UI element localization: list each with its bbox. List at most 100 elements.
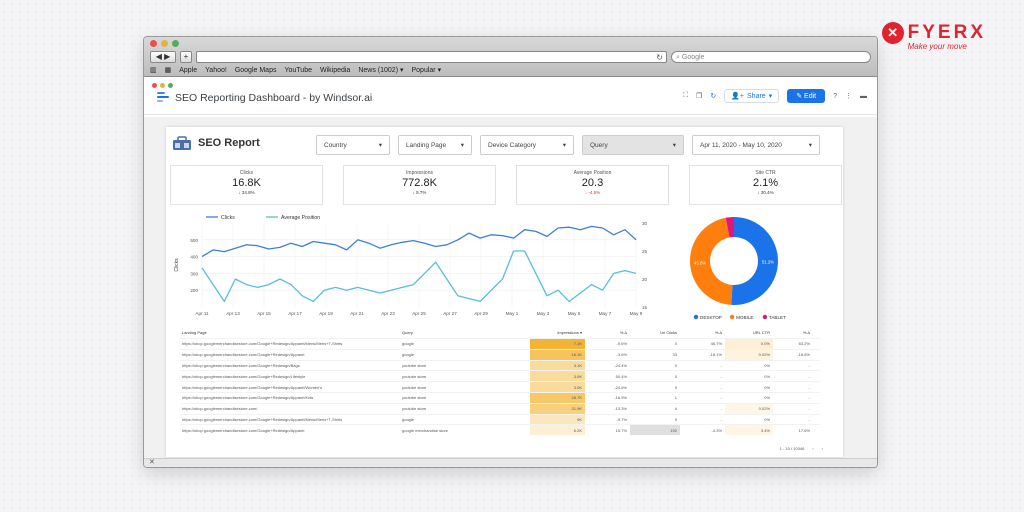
legend-label: MOBILE [736, 315, 753, 320]
cell-impressions-delta: -16.9% [614, 395, 627, 401]
app-dot-green [168, 83, 173, 88]
bookmark-popular[interactable]: Popular ▾ [411, 67, 442, 74]
col-url-ctr[interactable]: URL CTR [752, 330, 770, 335]
help-icon[interactable]: ? [833, 92, 837, 100]
cell-url-ctr: 0% [764, 384, 770, 390]
cell-landing-page: https://shop.googlemerchandisestore.com/… [182, 427, 305, 433]
table-row[interactable]: https://shop.googlemerchandisestore.com/… [180, 402, 820, 414]
col-query[interactable]: Query [402, 330, 413, 335]
bookmark-yahoo[interactable]: Yahoo! [205, 66, 227, 74]
bookmark-news[interactable]: News (1002) ▾ [358, 67, 404, 74]
cell-impressions: 9K [530, 414, 585, 425]
slice-label: 51.2% [762, 260, 774, 265]
search-placeholder: Google [681, 54, 705, 61]
table-pagination: 1 - 10 / 10346 ‹ › [780, 446, 823, 451]
query-filter[interactable]: Query ▾ [582, 135, 684, 155]
col-ctr-delta[interactable]: % Δ [802, 330, 810, 335]
table-row[interactable]: https://shop.googlemerchandisestore.com/… [180, 348, 820, 360]
reload-icon[interactable]: ↻ [656, 53, 663, 62]
cell-impressions-delta: -3.6% [616, 352, 627, 358]
maximize-window-button[interactable] [172, 40, 179, 47]
cell-impressions-delta: -24.4% [614, 362, 627, 368]
bookmark-google-maps[interactable]: Google Maps [234, 66, 277, 74]
x-tick-label: May 1 [506, 311, 519, 316]
prev-page-icon[interactable]: ‹ [812, 446, 814, 451]
apps-icon[interactable]: ▬ [860, 92, 867, 100]
refresh-icon[interactable]: ↻ [710, 93, 717, 100]
kpi-value: 20.3 [581, 177, 604, 189]
table-row[interactable]: https://shop.googlemerchandisestore.com/… [180, 381, 820, 392]
legend-dot [729, 314, 735, 320]
donut-slice-desktop [731, 217, 778, 305]
cell-clicks-delta: - [720, 373, 722, 379]
edit-button[interactable]: ✎ Edit [787, 89, 826, 103]
close-icon[interactable]: ✕ [149, 459, 155, 466]
cell-clicks-delta: 46.7% [710, 341, 722, 347]
cell-ctr-delta: - [808, 373, 810, 379]
cell-query: google [402, 341, 415, 347]
table-row[interactable]: https://shop.googlemerchandisestore.com/… [180, 413, 820, 425]
cell-query: google merchandise store [402, 427, 449, 433]
cell-impressions: 21.9K [530, 403, 585, 414]
table-row[interactable]: https://shop.googlemerchandisestore.com/… [180, 424, 820, 436]
device-donut-chart: 51.2% 45.8% DESKTOP MOBILE TABLET [690, 217, 786, 320]
cell-clicks-delta: - [720, 395, 722, 401]
back-forward-buttons[interactable]: ◀ ▶ [150, 51, 176, 63]
col-impressions[interactable]: Impressions ▾ [557, 330, 582, 335]
cell-impressions-delta: -24.6% [614, 384, 627, 390]
cell-url-clicks: 0 [674, 362, 677, 368]
bookmark-youtube[interactable]: YouTube [284, 66, 312, 74]
browser-chrome: ◀ ▶ + ↻ ⌕ Google ▥ ▦ Apple Yahoo! Google… [144, 37, 877, 77]
y-right-tick-label: 15 [642, 305, 648, 310]
address-bar[interactable]: ↻ [196, 51, 667, 63]
cell-impressions: 16.1K [530, 349, 585, 360]
cell-ctr-delta: - [808, 362, 810, 368]
more-options-icon[interactable]: ⋮ [845, 93, 852, 100]
col-landing-page[interactable]: Landing Page [182, 330, 207, 335]
cell-url-ctr: 0% [764, 362, 770, 368]
legend-dot [762, 314, 768, 320]
date-range-picker[interactable]: Apr 11, 2020 - May 10, 2020 ▾ [692, 135, 820, 155]
cell-query: google [402, 352, 415, 358]
y-right-tick-label: 30 [642, 221, 648, 226]
col-clicks-delta[interactable]: % Δ [714, 330, 722, 335]
col-url-clicks[interactable]: Url Clicks [660, 330, 677, 335]
fullscreen-icon[interactable]: ⛶ [683, 92, 689, 99]
share-button[interactable]: 👤+ Share ▾ [724, 89, 780, 103]
next-page-icon[interactable]: › [821, 446, 823, 451]
cell-ctr-delta: - [808, 416, 810, 422]
bookmarks-bar: ▥ ▦ Apple Yahoo! Google Maps YouTube Wik… [150, 66, 442, 75]
table-row[interactable]: https://shop.googlemerchandisestore.com/… [180, 370, 820, 382]
x-tick-label: Apr 21 [350, 311, 364, 316]
device-category-filter[interactable]: Device Category ▾ [480, 135, 574, 155]
kpi-delta: ↓ 34.8% [238, 190, 255, 195]
col-impressions-delta[interactable]: % Δ [619, 330, 627, 335]
copy-icon[interactable]: ❐ [696, 93, 703, 100]
share-label: Share [747, 92, 766, 100]
report-title: SEO Report [198, 137, 260, 149]
new-tab-button[interactable]: + [180, 51, 192, 63]
x-tick-label: Apr 19 [319, 311, 333, 316]
filter-label: Country [324, 141, 347, 149]
table-row[interactable]: https://shop.googlemerchandisestore.com/… [180, 391, 820, 403]
bookmark-apple[interactable]: Apple [179, 66, 198, 74]
grid-icon[interactable]: ▦ [164, 67, 172, 74]
kpi-label: Site CTR [755, 170, 776, 176]
bookmark-wikipedia[interactable]: Wikipedia [319, 66, 351, 74]
bookmarks-icon[interactable]: ▥ [150, 67, 157, 74]
brand-tagline: Make your move [907, 42, 967, 51]
country-filter[interactable]: Country ▾ [316, 135, 390, 155]
cell-ctr-delta: - [808, 395, 810, 401]
close-window-button[interactable] [150, 40, 157, 47]
cell-landing-page: https://shop.googlemerchandisestore.com/… [182, 341, 343, 347]
legend-label: Clicks [221, 215, 235, 221]
cell-query: youtube store [402, 395, 427, 401]
minimize-window-button[interactable] [161, 40, 168, 47]
cell-impressions: 28.7K [530, 392, 585, 403]
landing-page-filter[interactable]: Landing Page ▾ [398, 135, 472, 155]
table-row[interactable]: https://shop.googlemerchandisestore.com/… [180, 338, 820, 349]
x-tick-label: Apr 23 [381, 311, 395, 316]
cell-landing-page: https://shop.googlemerchandisestore.com/… [182, 362, 300, 368]
table-row[interactable]: https://shop.googlemerchandisestore.com/… [180, 359, 820, 371]
search-field[interactable]: ⌕ Google [671, 51, 871, 63]
